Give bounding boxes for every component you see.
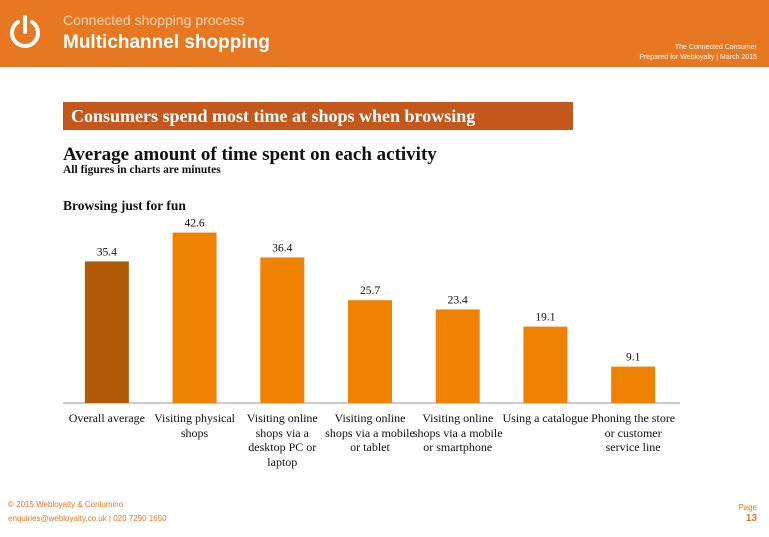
footer-copyright: © 2015 Webloyalty & Conlumino (8, 500, 124, 509)
header-title: Multichannel shopping (63, 32, 270, 53)
power-icon (10, 15, 40, 48)
bar (260, 257, 305, 403)
value-label: 23.4 (448, 294, 468, 306)
x-tick-label: Using a catalogue (502, 411, 589, 425)
header-report: The Connected Consumer (674, 44, 757, 51)
value-label: 36.4 (272, 242, 292, 254)
x-tick-label: Visiting online shops via a mobile or sm… (412, 411, 503, 454)
header-kicker: Connected shopping process (63, 12, 245, 28)
value-label: 35.4 (97, 246, 117, 258)
x-tick-label: Phoning the store or customer service li… (591, 411, 676, 454)
header-prepared: Prepared for Webloyalty | March 2015 (639, 54, 757, 61)
header-band: Connected shopping process Multichannel … (0, 0, 769, 67)
bar (348, 300, 392, 403)
x-tick-label: Visiting online shops via a mobile or ta… (325, 411, 415, 454)
value-label: 19.1 (535, 312, 555, 324)
bar (611, 366, 656, 403)
page-number: 13 (745, 513, 757, 524)
chart-subtitle: All figures in charts are minutes (63, 164, 221, 176)
value-label: 25.7 (360, 285, 380, 297)
panel-title: Browsing just for fun (63, 198, 186, 213)
bar (84, 261, 129, 403)
chart-title: Average amount of time spent on each act… (63, 144, 437, 165)
x-tick-label: Visiting physical shops (154, 411, 236, 440)
banner: Consumers spend most time at shops when … (63, 102, 573, 130)
bar (523, 326, 568, 403)
page-label: Page (738, 503, 757, 512)
value-label: 42.6 (185, 218, 205, 230)
x-tick-label: Overall average (68, 411, 145, 425)
footer-contact: enquiries@webloyalty.co.uk | 020 7290 16… (8, 514, 167, 523)
bar (172, 232, 217, 403)
value-label: 9.1 (626, 352, 641, 364)
bar (435, 309, 480, 403)
x-tick-label: Visiting online shops via a desktop PC o… (246, 411, 318, 469)
